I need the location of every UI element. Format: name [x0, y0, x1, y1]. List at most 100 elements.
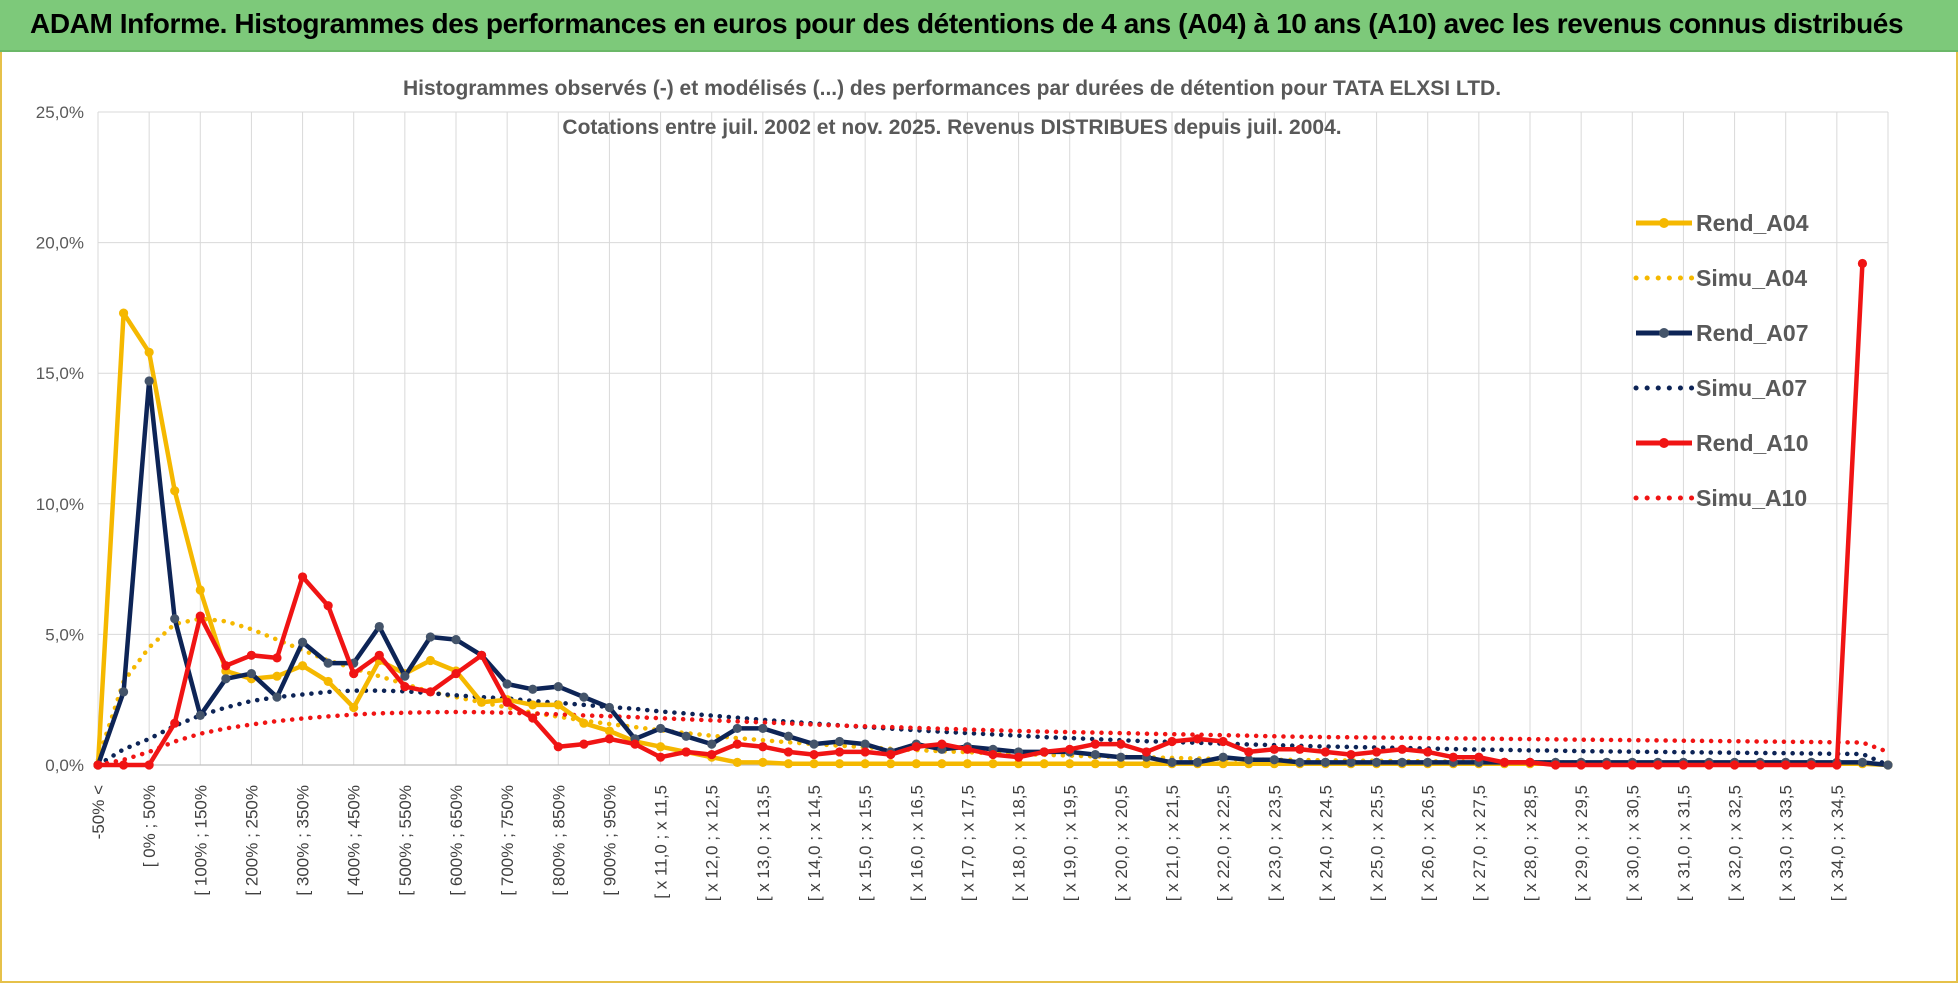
- data-point: [886, 749, 896, 760]
- data-point: [1550, 760, 1561, 770]
- data-point: [400, 682, 410, 692]
- x-tick-label: [ x 32,0 ; x 32,5: [1726, 785, 1745, 901]
- x-tick-label: [ 100% ; 150%: [191, 785, 210, 896]
- x-tick-label: [ x 13,0 ; x 13,5: [754, 785, 773, 901]
- data-point: [1065, 744, 1075, 754]
- x-tick-label: [ x 27,0 ; x 27,5: [1470, 785, 1489, 901]
- data-point: [451, 635, 461, 645]
- data-point: [1192, 757, 1203, 767]
- data-point: [988, 759, 998, 769]
- data-point: [195, 611, 205, 621]
- data-point: [681, 747, 691, 757]
- data-point: [93, 760, 103, 770]
- data-point: [170, 486, 180, 496]
- data-point: [1320, 747, 1331, 757]
- x-tick-label: [ x 34,0 ; x 34,5: [1828, 785, 1847, 901]
- data-point: [579, 718, 589, 728]
- x-tick-label: [ x 19,0 ; x 19,5: [1061, 785, 1080, 901]
- series-line: [95, 688, 1891, 768]
- data-point: [170, 614, 180, 624]
- data-point: [528, 700, 538, 710]
- data-point: [1039, 759, 1049, 769]
- data-point: [195, 585, 205, 595]
- data-point: [323, 601, 333, 611]
- data-point: [1218, 736, 1228, 747]
- data-point: [246, 668, 257, 679]
- data-point: [783, 759, 794, 769]
- data-point: [1269, 744, 1279, 754]
- data-point: [1499, 757, 1510, 767]
- data-point: [962, 744, 973, 754]
- data-point: [1039, 747, 1049, 757]
- x-tick-label: [ x 28,0 ; x 28,5: [1521, 785, 1540, 901]
- x-tick-label: [ 700% ; 750%: [498, 785, 517, 896]
- data-point: [579, 692, 589, 702]
- x-tick-label: [ 300% ; 350%: [294, 785, 313, 896]
- x-tick-label: [ x 33,0 ; x 33,5: [1777, 785, 1796, 901]
- x-tick-label: [ x 15,0 ; x 15,5: [856, 785, 875, 901]
- data-point: [988, 749, 998, 760]
- data-point: [553, 682, 563, 692]
- data-point: [1320, 757, 1331, 767]
- data-point: [937, 759, 947, 769]
- data-point: [1423, 747, 1433, 757]
- x-tick-label: [ x 20,0 ; x 20,5: [1112, 785, 1131, 901]
- data-point: [272, 692, 282, 702]
- data-point: [655, 742, 666, 752]
- data-point: [604, 702, 615, 713]
- data-point: [1013, 752, 1024, 762]
- data-point: [1755, 760, 1765, 770]
- data-point: [1116, 752, 1126, 762]
- data-point: [886, 759, 896, 769]
- data-point: [1371, 757, 1382, 767]
- data-point: [476, 697, 487, 707]
- report-title: ADAM Informe. Histogrammes des performan…: [30, 8, 1904, 39]
- data-point: [1218, 752, 1228, 762]
- data-point: [1883, 760, 1893, 770]
- chart-title: Histogrammes observés (-) et modélisés (…: [403, 77, 1501, 100]
- data-point: [1678, 760, 1689, 770]
- data-point: [272, 671, 282, 681]
- x-tick-label: [ 900% ; 950%: [600, 785, 619, 896]
- x-tick-label: [ x 22,0 ; x 22,5: [1214, 785, 1233, 901]
- legend-item: Simu_A04: [1633, 265, 1807, 291]
- y-tick-label: 10,0%: [36, 495, 84, 514]
- legend-item: Simu_A07: [1633, 375, 1807, 401]
- data-point: [860, 759, 870, 769]
- x-tick-label: [ 0% ; 50%: [140, 785, 159, 867]
- x-tick-label: [ 500% ; 550%: [396, 785, 415, 896]
- data-point: [732, 723, 742, 734]
- data-point: [809, 749, 819, 760]
- data-point: [732, 757, 742, 767]
- data-point: [911, 742, 921, 752]
- x-tick-label: [ x 31,0 ; x 31,5: [1674, 785, 1693, 901]
- data-point: [1295, 757, 1305, 767]
- legend-marker: [1659, 328, 1669, 338]
- x-tick-label: [ x 14,0 ; x 14,5: [805, 785, 824, 901]
- data-point: [758, 757, 768, 767]
- data-point: [1244, 747, 1254, 757]
- data-point: [1295, 744, 1305, 754]
- data-point: [1141, 759, 1152, 769]
- data-point: [553, 700, 563, 710]
- data-point: [374, 621, 384, 632]
- data-point: [707, 739, 717, 749]
- x-tick-label: [ 400% ; 450%: [345, 785, 364, 896]
- data-point: [1576, 760, 1586, 770]
- data-point: [1729, 760, 1740, 770]
- data-point: [1704, 760, 1714, 770]
- x-tick-label: [ x 18,0 ; x 18,5: [1010, 785, 1029, 901]
- data-point: [1371, 747, 1382, 757]
- data-point: [1781, 760, 1791, 770]
- data-point: [783, 747, 794, 757]
- data-point: [476, 650, 487, 660]
- data-point: [707, 749, 717, 760]
- data-point: [758, 723, 768, 734]
- data-point: [1832, 760, 1842, 770]
- data-point: [1857, 258, 1868, 269]
- data-point: [349, 702, 359, 713]
- data-point: [170, 718, 180, 728]
- x-tick-label: [ x 30,0 ; x 30,5: [1623, 785, 1642, 901]
- data-point: [1397, 757, 1407, 767]
- series-rend-a10: [93, 258, 1868, 770]
